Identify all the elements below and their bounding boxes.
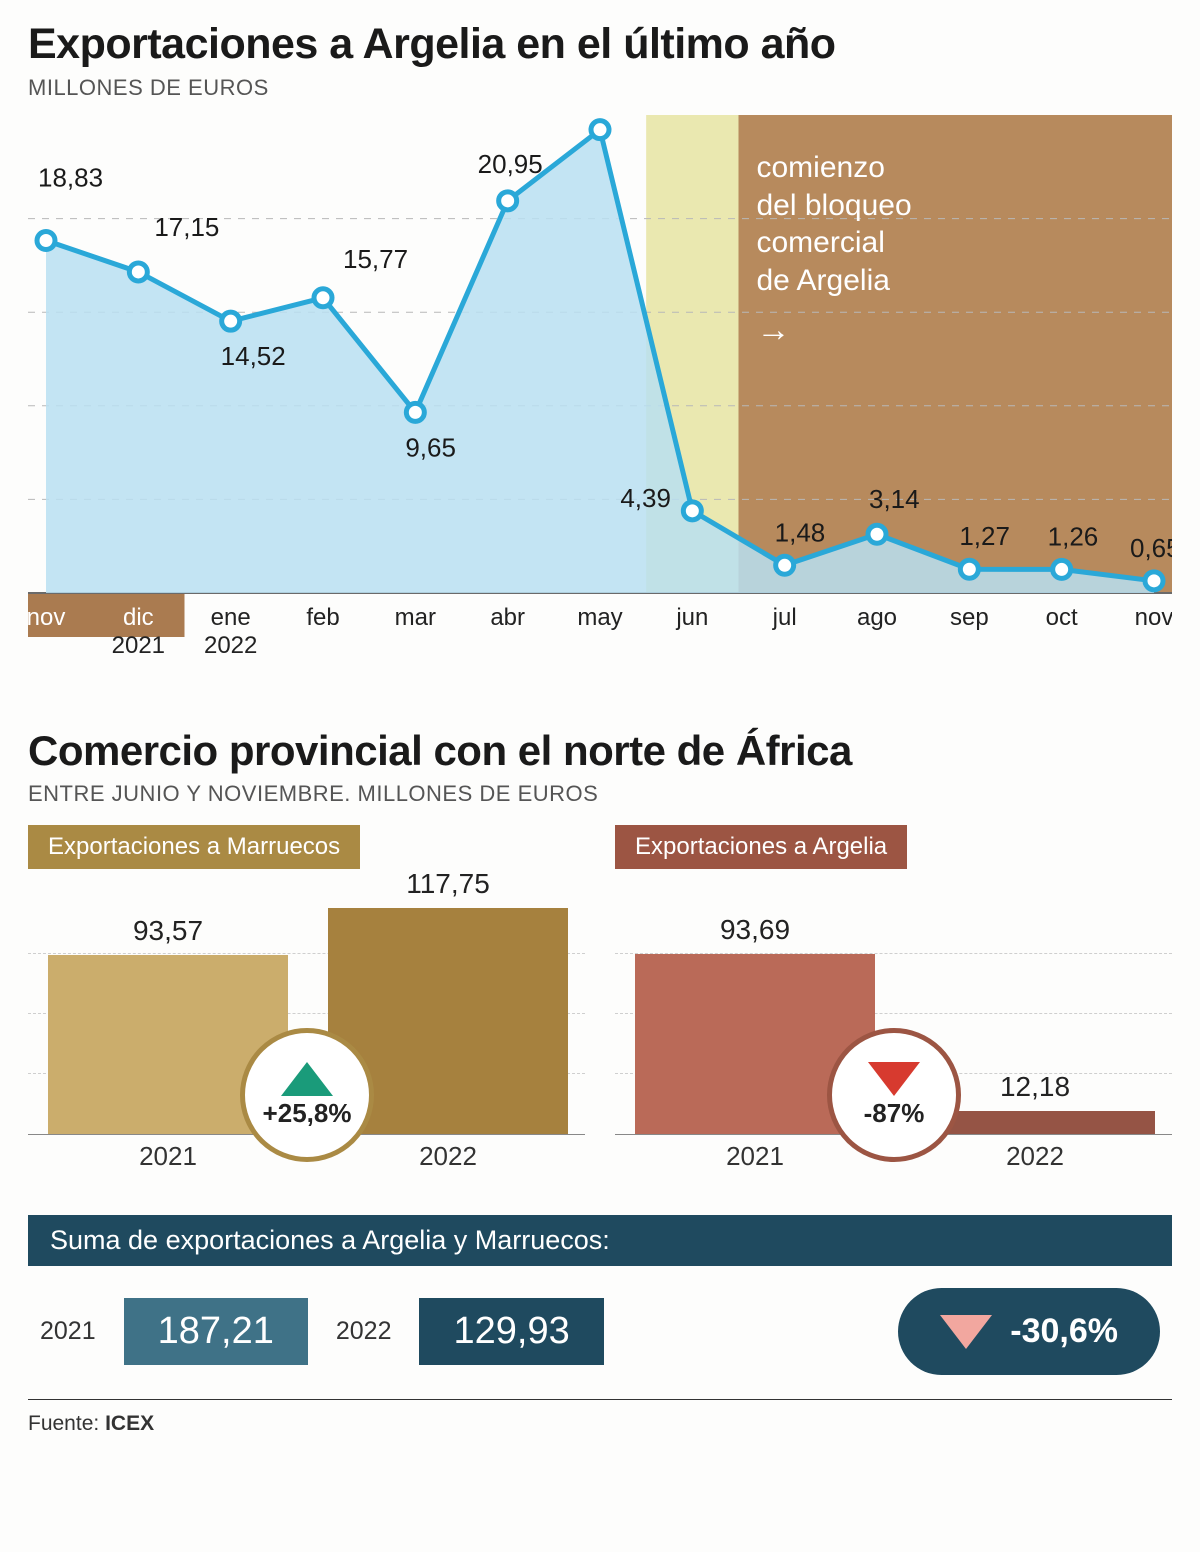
bar-year-label: 2022 xyxy=(915,1141,1155,1172)
svg-text:nov: nov xyxy=(28,604,65,631)
panel-body: 93,572021117,752022+25,8% xyxy=(28,875,585,1135)
svg-text:jun: jun xyxy=(675,604,708,631)
svg-text:dic: dic xyxy=(123,604,154,631)
summary-row: 2021 187,21 2022 129,93 -30,6% xyxy=(28,1266,1172,1400)
svg-text:17,15: 17,15 xyxy=(154,212,219,242)
svg-text:1,26: 1,26 xyxy=(1048,521,1099,551)
source-line: Fuente: ICEX xyxy=(28,1412,1172,1436)
svg-text:mar: mar xyxy=(395,604,436,631)
svg-text:oct: oct xyxy=(1046,604,1078,631)
summary-pct-pill: -30,6% xyxy=(898,1288,1160,1375)
pct-label: +25,8% xyxy=(263,1098,352,1129)
svg-text:nov: nov xyxy=(1135,604,1172,631)
svg-text:18,83: 18,83 xyxy=(38,163,103,193)
svg-text:2021: 2021 xyxy=(112,632,165,659)
svg-text:2022: 2022 xyxy=(204,632,257,659)
panel-header: Exportaciones a Argelia xyxy=(615,825,907,869)
summary-value: 187,21 xyxy=(124,1298,308,1365)
summary-header: Suma de exportaciones a Argelia y Marrue… xyxy=(28,1215,1172,1266)
pct-label: -87% xyxy=(864,1098,925,1129)
bar-value-label: 93,69 xyxy=(635,914,875,946)
panel-morocco: Exportaciones a Marruecos 93,572021117,75… xyxy=(28,825,585,1165)
blockade-annotation: comienzodel bloqueocomercialde Argelia→ xyxy=(757,149,912,352)
summary-value: 129,93 xyxy=(419,1298,603,1365)
svg-text:jul: jul xyxy=(772,604,797,631)
source-label: Fuente: xyxy=(28,1412,99,1435)
svg-text:20,95: 20,95 xyxy=(478,149,543,179)
panel-algeria: Exportaciones a Argelia 93,69202112,18202… xyxy=(615,825,1172,1165)
bar-year-label: 2021 xyxy=(635,1141,875,1172)
section2-title: Comercio provincial con el norte de Áfri… xyxy=(28,727,1172,775)
svg-text:1,27: 1,27 xyxy=(959,521,1010,551)
arrow-down-icon xyxy=(940,1315,992,1349)
svg-text:14,52: 14,52 xyxy=(221,341,286,371)
source-name: ICEX xyxy=(105,1412,154,1435)
bar-value-label: 93,57 xyxy=(48,915,288,947)
panel-body: 93,69202112,182022-87% xyxy=(615,875,1172,1135)
arrow-up-icon xyxy=(281,1062,333,1096)
bar-year-label: 2021 xyxy=(48,1141,288,1172)
section2-subtitle: ENTRE JUNIO Y NOVIEMBRE. MILLONES DE EUR… xyxy=(28,781,1172,807)
svg-text:0,65: 0,65 xyxy=(1130,533,1172,563)
svg-text:4,39: 4,39 xyxy=(620,483,671,513)
svg-text:abr: abr xyxy=(490,604,525,631)
section1-title: Exportaciones a Argelia en el último año xyxy=(28,20,1172,69)
svg-text:1,48: 1,48 xyxy=(775,517,826,547)
exports-line-chart: 18,8317,1514,5215,779,6520,9524,754,391,… xyxy=(28,115,1172,675)
arrow-down-icon xyxy=(868,1062,920,1096)
svg-text:15,77: 15,77 xyxy=(343,244,408,274)
svg-text:9,65: 9,65 xyxy=(405,432,456,462)
svg-text:3,14: 3,14 xyxy=(869,484,920,514)
summary-year: 2021 xyxy=(40,1317,96,1346)
svg-text:ene: ene xyxy=(211,604,251,631)
summary-pct-label: -30,6% xyxy=(1010,1312,1118,1351)
summary-year: 2022 xyxy=(336,1317,392,1346)
bar-value-label: 117,75 xyxy=(328,868,568,900)
svg-text:may: may xyxy=(577,604,622,631)
pct-circle: -87% xyxy=(827,1028,961,1162)
panel-header: Exportaciones a Marruecos xyxy=(28,825,360,869)
pct-circle: +25,8% xyxy=(240,1028,374,1162)
section1-subtitle: MILLONES DE EUROS xyxy=(28,75,1172,101)
svg-text:feb: feb xyxy=(306,604,339,631)
svg-text:sep: sep xyxy=(950,604,989,631)
comparison-panels: Exportaciones a Marruecos 93,572021117,75… xyxy=(28,825,1172,1165)
bar-year-label: 2022 xyxy=(328,1141,568,1172)
svg-text:ago: ago xyxy=(857,604,897,631)
